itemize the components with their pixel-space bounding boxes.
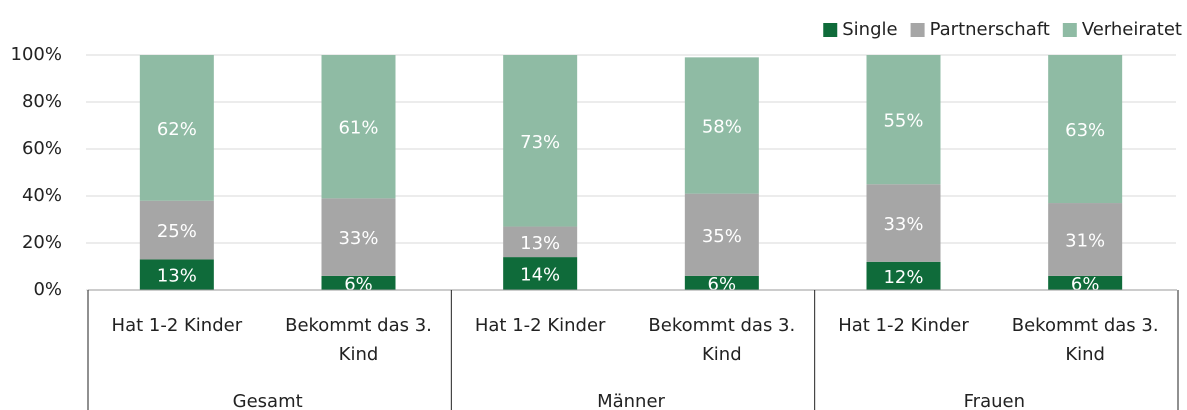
bar-segment [139, 55, 214, 201]
bar-segment [503, 257, 578, 290]
bar-segment [503, 226, 578, 258]
bar-segment [684, 275, 759, 290]
x-tick-label: Hat 1-2 Kinder [111, 315, 243, 336]
value-label: 61% [338, 118, 378, 139]
x-tick-label: Hat 1-2 Kinder [838, 315, 969, 336]
legend-label: Partnerschaft [930, 19, 1050, 40]
value-label: 13% [157, 266, 197, 287]
group-label: Frauen [963, 391, 1025, 410]
bar-segment [503, 55, 578, 227]
value-label: 25% [157, 221, 197, 242]
bar-segment [1048, 275, 1123, 290]
bar-segment [866, 55, 941, 185]
x-tick-label: Bekommt das 3. Kind [285, 315, 432, 365]
legend-swatch [1062, 23, 1077, 37]
bar-segment [139, 259, 214, 290]
bar-segment [684, 193, 759, 276]
x-tick-label: Hat 1-2 Kinder [474, 315, 606, 336]
bar-segment [866, 261, 941, 290]
y-tick-label: 60% [22, 138, 62, 159]
y-tick-label: 20% [22, 232, 62, 253]
value-label: 6% [1071, 274, 1100, 295]
bar-segment [321, 198, 396, 276]
value-label: 33% [883, 214, 923, 235]
group-label: Gesamt [232, 391, 303, 410]
value-label: 63% [1065, 120, 1105, 141]
value-label: 14% [520, 265, 560, 286]
bar-segment [866, 184, 941, 262]
bar-segment [139, 200, 214, 260]
bar-segment [1048, 203, 1123, 276]
value-label: 6% [344, 274, 373, 295]
value-label: 12% [883, 267, 923, 288]
bar-segment [321, 55, 396, 199]
value-label: 33% [338, 228, 378, 249]
y-tick-label: 0% [33, 279, 62, 300]
value-label: 58% [702, 117, 742, 138]
legend-label: Single [842, 19, 897, 40]
value-label: 13% [520, 233, 560, 254]
legend-swatch [910, 23, 925, 37]
bar-segment [684, 57, 759, 194]
value-label: 62% [157, 119, 197, 140]
value-label: 31% [1065, 230, 1105, 251]
x-tick-label: Bekommt das 3. Kind [1011, 315, 1159, 365]
x-tick-label: Bekommt das 3. Kind [648, 315, 796, 365]
y-tick-label: 40% [22, 185, 62, 206]
value-label: 6% [708, 274, 737, 295]
y-tick-label: 100% [11, 44, 62, 65]
value-label: 73% [520, 132, 560, 153]
group-label: Männer [597, 391, 665, 410]
bar-segment [1048, 55, 1123, 204]
legend-swatch [823, 23, 838, 37]
bar-segment [321, 275, 396, 290]
value-label: 55% [883, 111, 923, 132]
y-tick-label: 80% [22, 91, 62, 112]
legend-label: Verheiratet [1082, 19, 1182, 40]
value-label: 35% [702, 226, 742, 247]
